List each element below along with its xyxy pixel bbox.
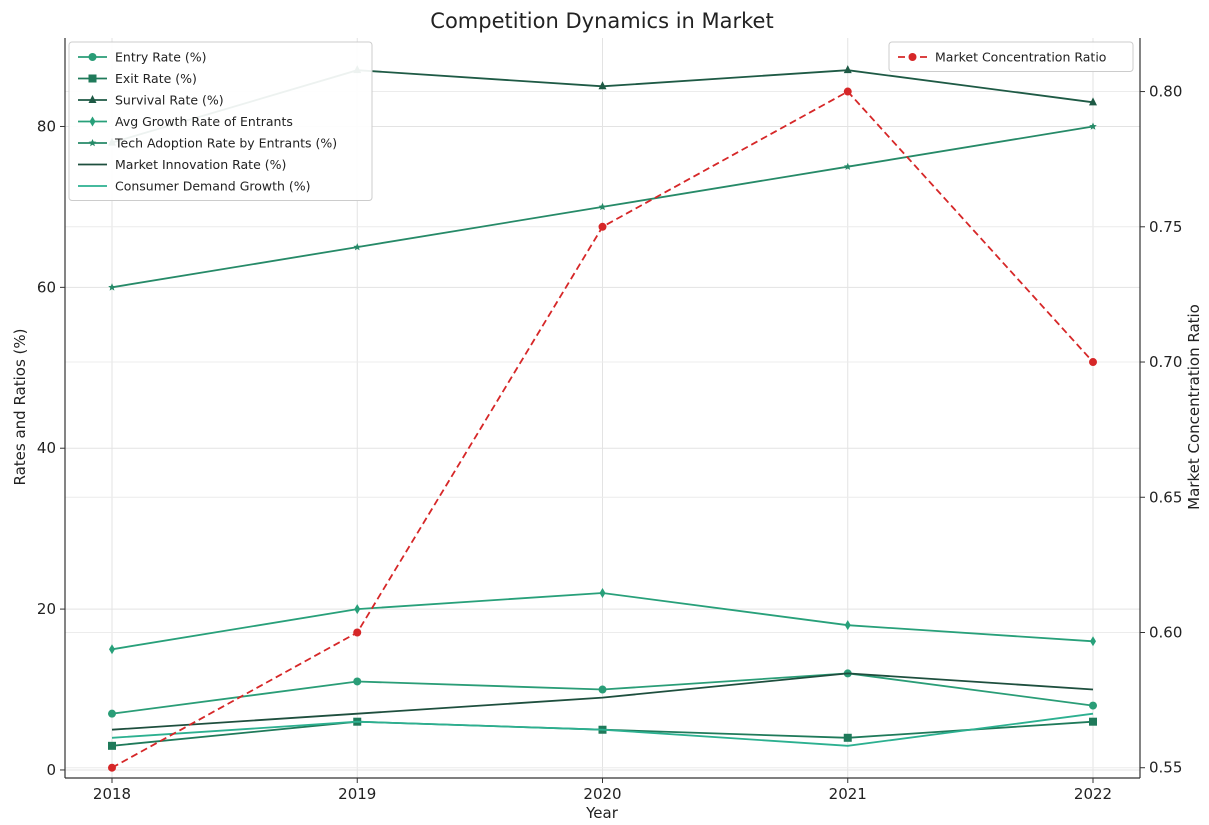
data-point bbox=[599, 588, 606, 598]
series-market-innovation-rate bbox=[111, 672, 1094, 731]
y-tick-label: 80 bbox=[37, 117, 56, 135]
data-point bbox=[108, 283, 116, 291]
legend-left: Entry Rate (%) Exit Rate (%) Survival Rate… bbox=[68, 41, 373, 201]
y2-tick-label: 0.70 bbox=[1149, 353, 1182, 371]
data-point bbox=[844, 620, 851, 631]
data-point bbox=[1089, 97, 1097, 106]
data-point bbox=[88, 53, 97, 61]
legend-item: Entry Rate (%) bbox=[78, 50, 207, 65]
x-tick-label: 2021 bbox=[829, 785, 867, 803]
data-point bbox=[88, 74, 97, 83]
legend-label: Market Concentration Ratio bbox=[935, 50, 1106, 65]
y-tick-label: 60 bbox=[37, 278, 56, 296]
data-point bbox=[354, 604, 361, 615]
data-point bbox=[89, 116, 96, 127]
data-point bbox=[353, 677, 362, 686]
x-tick-label: 2019 bbox=[338, 785, 376, 803]
x-tick-label: 2018 bbox=[93, 785, 131, 803]
y-axis-label: Rates and Ratios (%) bbox=[11, 328, 29, 485]
series-consumer-demand-growth bbox=[111, 712, 1094, 747]
data-point bbox=[108, 709, 116, 718]
data-point bbox=[598, 685, 607, 694]
x-tick-label: 2022 bbox=[1074, 785, 1112, 803]
series-line bbox=[111, 672, 1094, 731]
x-axis-label: Year bbox=[585, 804, 619, 822]
legend-label: Entry Rate (%) bbox=[115, 50, 207, 65]
series-tech-adoption-rate-by-entrants bbox=[108, 122, 1097, 291]
data-point bbox=[908, 53, 917, 61]
legend-label: Consumer Demand Growth (%) bbox=[115, 179, 311, 194]
data-point bbox=[353, 243, 362, 251]
series-avg-growth-rate-of-entrants bbox=[109, 588, 1096, 655]
x-tick-label: 2020 bbox=[583, 785, 621, 803]
y-tick-label: 20 bbox=[37, 600, 56, 618]
data-point bbox=[353, 628, 362, 637]
legend-item: Tech Adoption Rate by Entrants (%) bbox=[78, 136, 337, 151]
data-point bbox=[1090, 636, 1096, 647]
data-point bbox=[843, 65, 852, 74]
legend-box bbox=[68, 41, 373, 201]
data-point bbox=[1089, 358, 1097, 367]
legend-box bbox=[888, 41, 1134, 72]
legend-item: Consumer Demand Growth (%) bbox=[78, 179, 311, 194]
data-point bbox=[598, 202, 607, 211]
y-tick-label: 40 bbox=[37, 439, 56, 457]
data-point bbox=[843, 733, 852, 742]
legend-label: Market Innovation Rate (%) bbox=[115, 157, 286, 172]
legend-label: Survival Rate (%) bbox=[115, 93, 224, 108]
y2-tick-label: 0.60 bbox=[1149, 623, 1182, 641]
data-point bbox=[598, 81, 607, 90]
data-point bbox=[598, 222, 607, 231]
y2-tick-label: 0.80 bbox=[1149, 83, 1182, 101]
data-point bbox=[1089, 717, 1097, 726]
y2-axis-label: Market Concentration Ratio bbox=[1185, 304, 1203, 510]
y2-tick-label: 0.65 bbox=[1149, 488, 1182, 506]
y-tick-label: 0 bbox=[46, 761, 56, 779]
data-point bbox=[88, 95, 97, 103]
chart-title: Competition Dynamics in Market bbox=[430, 9, 773, 33]
y2-tick-label: 0.55 bbox=[1149, 759, 1182, 777]
series-market-concentration-ratio bbox=[108, 87, 1097, 772]
legend-label: Tech Adoption Rate by Entrants (%) bbox=[114, 136, 337, 151]
data-point bbox=[88, 139, 97, 147]
data-point bbox=[1089, 701, 1097, 710]
y2-tick-label: 0.75 bbox=[1149, 218, 1182, 236]
data-point bbox=[843, 162, 852, 170]
series-entry-rate bbox=[108, 669, 1097, 718]
data-point bbox=[109, 644, 115, 655]
legend-item: Avg Growth Rate of Entrants bbox=[78, 114, 293, 129]
legend-label: Avg Growth Rate of Entrants bbox=[115, 114, 293, 129]
data-point bbox=[843, 87, 852, 96]
data-point bbox=[1089, 122, 1097, 130]
data-point bbox=[108, 763, 116, 772]
legend-label: Exit Rate (%) bbox=[115, 71, 197, 86]
legend-item: Market Concentration Ratio bbox=[898, 50, 1106, 65]
legend-right: Market Concentration Ratio bbox=[888, 41, 1134, 72]
axes: 2018 2019 2020 2021 2022 0 20 40 60 80 0.55 0.60 0.6… bbox=[37, 38, 1182, 803]
legend-item: Exit Rate (%) bbox=[78, 71, 197, 86]
series-line bbox=[111, 712, 1094, 747]
grid bbox=[65, 38, 1140, 778]
legend-item: Market Innovation Rate (%) bbox=[78, 157, 286, 172]
legend-item: Survival Rate (%) bbox=[78, 93, 224, 108]
data-point bbox=[108, 741, 116, 750]
